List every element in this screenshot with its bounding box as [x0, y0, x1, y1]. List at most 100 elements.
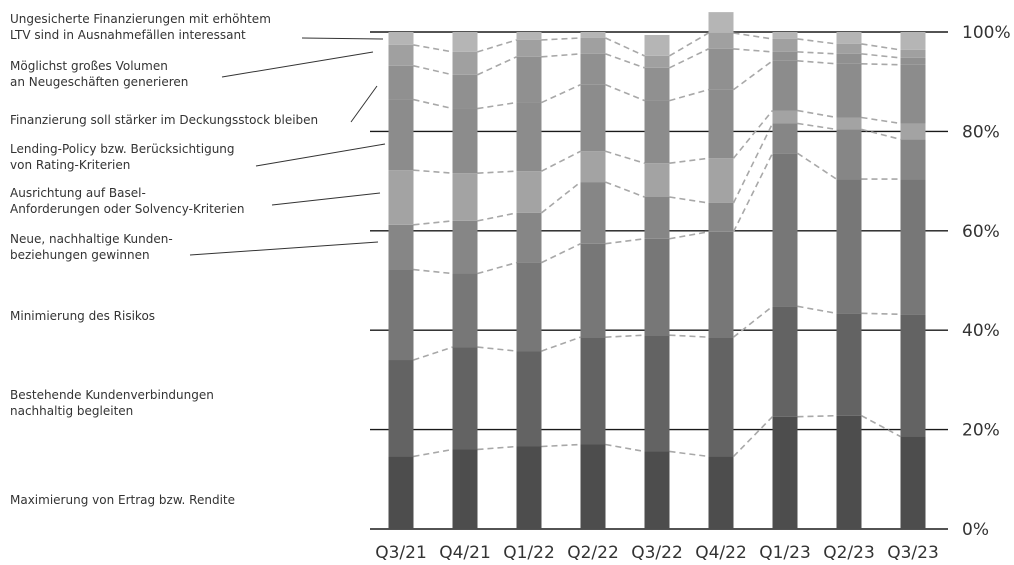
bar-segment [644, 335, 670, 452]
connector-line [541, 243, 581, 264]
connector-line [861, 414, 901, 438]
bar-segment [452, 273, 478, 348]
bar-segment [644, 163, 670, 198]
x-tick-label: Q1/23 [759, 543, 811, 563]
bar-segment [772, 51, 798, 61]
bar-segment [516, 351, 542, 447]
bar-segment [708, 158, 734, 203]
bar-segment [900, 314, 926, 437]
legend-label: Anforderungen oder Solvency-Kriterien [10, 202, 244, 216]
bar-segment [836, 179, 862, 314]
connector-line [477, 101, 517, 110]
connector-line [605, 443, 645, 453]
connector-line [797, 152, 837, 180]
legend-leader-line [221, 51, 374, 78]
bar-segment [388, 65, 414, 100]
x-tick-label: Q4/22 [695, 543, 747, 563]
connector-line [797, 305, 837, 315]
legend: Ungesicherte Finanzierungen mit erhöhtem… [10, 12, 386, 507]
bar-segment [452, 449, 478, 529]
bar-segment [708, 337, 734, 457]
connector-line [477, 170, 517, 174]
bar-segment [580, 337, 606, 445]
connector-line [541, 181, 581, 214]
bar-segment [772, 123, 798, 154]
connector-line [541, 443, 581, 448]
legend-label: Minimierung des Risikos [10, 309, 155, 323]
connector-line [861, 53, 901, 59]
connector-line [669, 32, 709, 57]
bar-segment [836, 43, 862, 54]
legend-label: Lending-Policy bzw. Berücksichtigung [10, 142, 235, 156]
connector-line [861, 116, 901, 125]
bar-segment [516, 212, 542, 263]
bar-segment [516, 171, 542, 213]
bar-segment [708, 48, 734, 90]
connector-line [605, 53, 645, 69]
connector-line [541, 150, 581, 172]
bar-segment [900, 57, 926, 65]
bar-segment [900, 32, 926, 50]
x-tick-label: Q3/23 [887, 543, 939, 563]
bar-segment [772, 32, 798, 39]
bar-segment [580, 84, 606, 152]
connector-line [605, 83, 645, 102]
bar-segment [836, 53, 862, 64]
x-tick-label: Q2/23 [823, 543, 875, 563]
connector-line [477, 56, 517, 76]
bar-segment [388, 44, 414, 66]
bar-segment [452, 32, 478, 52]
bar-segment [900, 123, 926, 140]
bar-segment [644, 238, 670, 336]
legend-leader-line [301, 37, 384, 40]
y-axis-ticks: 0% 20% 40% 60% 80% 100% [962, 23, 1011, 540]
bar-segment [900, 49, 926, 58]
legend-leader-line [189, 241, 379, 256]
connector-line [605, 37, 645, 57]
connector-line [669, 450, 709, 458]
bar-segment [708, 202, 734, 232]
bar-segment [452, 347, 478, 450]
connector-line [797, 38, 837, 45]
bar-segment [388, 99, 414, 171]
bar-segment [836, 313, 862, 416]
connector-line [732, 152, 774, 233]
bar-segment [900, 436, 926, 529]
bar-segment [708, 32, 734, 49]
bar-segment [580, 53, 606, 85]
connector-line [797, 60, 837, 65]
bar-segment [452, 220, 478, 274]
connector-line [669, 157, 709, 165]
bar-segment [644, 451, 670, 529]
bar-segment [388, 224, 414, 270]
bar-segment [772, 60, 798, 111]
legend-leader-line [350, 85, 378, 123]
x-tick-label: Q3/22 [631, 543, 683, 563]
connector-line [669, 334, 709, 338]
bar-segment [708, 12, 734, 33]
bar-segment [516, 446, 542, 529]
x-tick-label: Q1/22 [503, 543, 555, 563]
connector-line [733, 48, 773, 53]
y-tick-label: 40% [962, 321, 1000, 341]
connector-line [413, 65, 453, 76]
legend-label: Bestehende Kundenverbindungen [10, 388, 214, 402]
bar-segment [836, 63, 862, 118]
connector-line [733, 32, 773, 40]
legend-label: Möglichst großes Volumen [10, 59, 168, 73]
bar-segment [708, 231, 734, 338]
connector-line [477, 261, 517, 275]
connector-line [861, 63, 901, 66]
connector-line [732, 416, 774, 457]
bar-segment [452, 74, 478, 109]
connector-line [861, 128, 901, 141]
connector-line [669, 48, 709, 69]
bar-segment [516, 262, 542, 352]
connector-line [669, 231, 709, 240]
bar-segment [388, 32, 414, 45]
connector-line [732, 123, 774, 204]
connector-line [732, 110, 774, 159]
bar-segment [388, 269, 414, 361]
x-axis-labels: Q3/21 Q4/21 Q1/22 Q2/22 Q3/22 Q4/22 Q1/23 Q2/23… [375, 543, 939, 563]
bar-segment [580, 32, 606, 38]
